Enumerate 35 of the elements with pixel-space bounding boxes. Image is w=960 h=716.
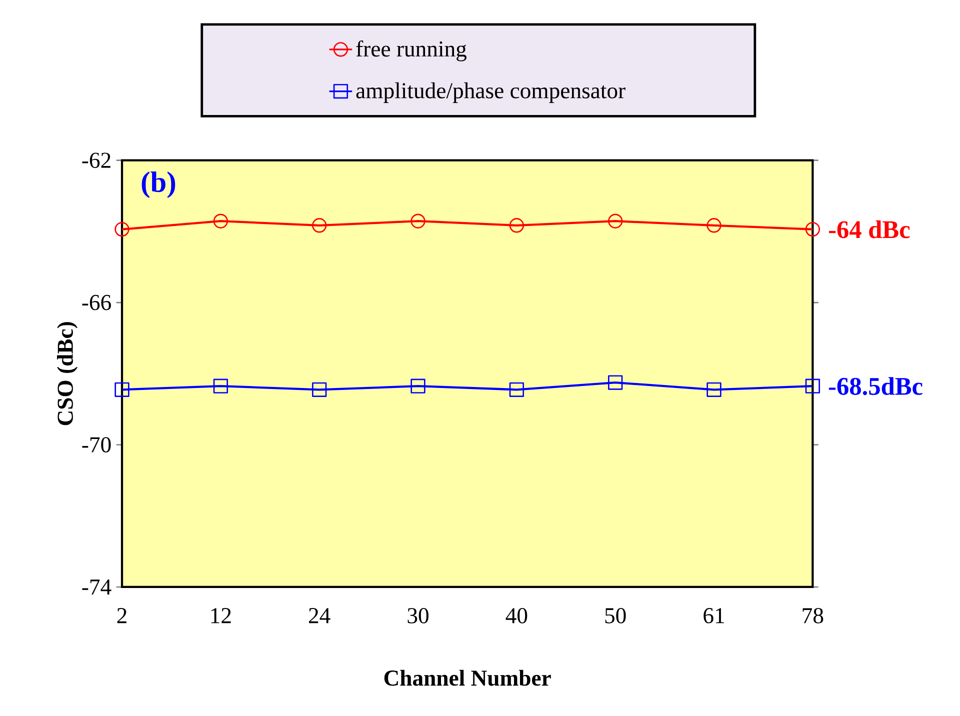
point bbox=[509, 382, 524, 397]
annotation: -68.5dBc bbox=[828, 377, 922, 396]
y-tick-label: -62 bbox=[82, 152, 110, 168]
legend-label: amplitude/phase compensator bbox=[356, 82, 626, 103]
y-tick-label: -70 bbox=[82, 437, 111, 452]
point bbox=[509, 218, 524, 233]
x-tick-label: 24 bbox=[309, 608, 330, 624]
point bbox=[805, 222, 820, 237]
y-tick-label: -74 bbox=[82, 580, 112, 594]
x-tick-label: 12 bbox=[211, 608, 231, 624]
x-tick-label: 50 bbox=[605, 608, 626, 624]
point bbox=[213, 214, 228, 228]
x-tick-label: 61 bbox=[704, 608, 724, 624]
point bbox=[706, 218, 722, 233]
y-axis-title: CSO (dBc) bbox=[57, 322, 78, 426]
x-tick-label: 30 bbox=[408, 608, 428, 624]
x-axis-title: Channel Number bbox=[384, 670, 551, 686]
point bbox=[410, 378, 426, 394]
point bbox=[608, 375, 623, 390]
annotation: (b) bbox=[142, 171, 176, 198]
x-tick-label: 40 bbox=[506, 608, 528, 624]
x-tick-label: 2 bbox=[117, 608, 126, 624]
y-tick-label: -66 bbox=[82, 294, 111, 310]
point bbox=[312, 218, 327, 233]
point bbox=[312, 382, 327, 397]
point bbox=[213, 378, 228, 394]
point bbox=[706, 382, 722, 397]
point bbox=[114, 222, 130, 237]
point bbox=[805, 378, 820, 394]
point bbox=[410, 214, 426, 228]
x-tick-label: 78 bbox=[802, 608, 824, 624]
legend-label: free running bbox=[356, 40, 466, 62]
annotation: -64 dBc bbox=[828, 220, 910, 238]
point bbox=[114, 382, 130, 397]
point bbox=[608, 214, 623, 228]
